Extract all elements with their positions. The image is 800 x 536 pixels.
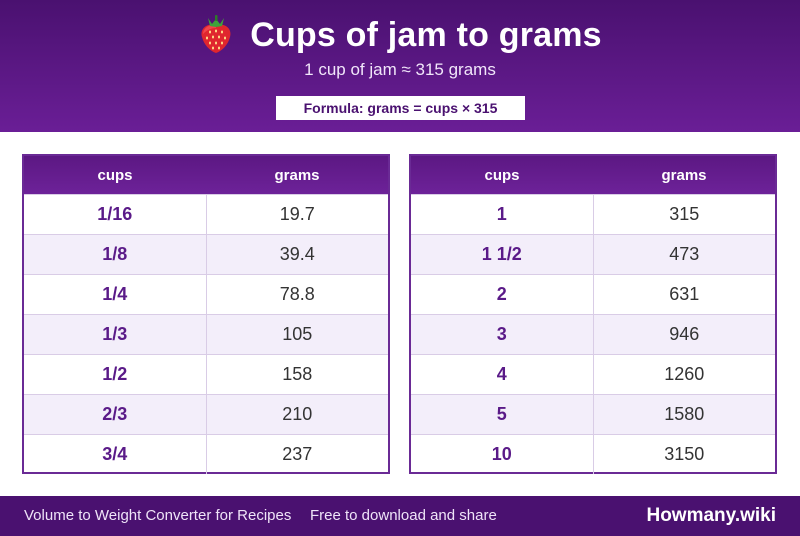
grams-cell: 237: [282, 444, 313, 464]
header-grams: grams: [274, 166, 320, 184]
strawberry-icon: [201, 15, 231, 53]
cups-cell: 1/3: [24, 315, 207, 354]
grams-cell: 315: [669, 204, 700, 224]
table-header: cups grams: [411, 156, 775, 194]
cups-cell: 1/4: [24, 275, 207, 314]
grams-cell: 631: [669, 284, 700, 304]
table-row: 10 3150: [411, 434, 775, 474]
cups-cell: 1/2: [24, 355, 207, 394]
page-subtitle: 1 cup of jam ≈ 315 grams: [304, 60, 496, 79]
grams-cell: 473: [669, 244, 700, 264]
grams-cell: 105: [282, 324, 313, 344]
cups-cell: 1: [411, 195, 594, 234]
cups-cell: 1/8: [24, 235, 207, 274]
conversion-table-left: cups grams 1/16 19.7 1/8 39.4 1/4 78.8 1…: [22, 154, 390, 474]
table-row: 1/3 105: [24, 314, 388, 354]
grams-cell: 19.7: [279, 204, 315, 224]
table-row: 2 631: [411, 274, 775, 314]
grams-cell: 1580: [664, 404, 705, 424]
conversion-table-right: cups grams 1 315 1 1/2 473 2 631 3 946 4…: [409, 154, 777, 474]
table-row: 1/4 78.8: [24, 274, 388, 314]
cups-cell: 2: [411, 275, 594, 314]
page-title: Cups of jam to grams: [250, 15, 602, 54]
table-row: 4 1260: [411, 354, 775, 394]
grams-cell: 158: [282, 364, 313, 384]
header-cups: cups: [484, 166, 520, 184]
footer-bar: Volume to Weight Converter for Recipes F…: [0, 496, 800, 536]
header-grams: grams: [661, 166, 707, 184]
table-row: 1/16 19.7: [24, 194, 388, 234]
cups-cell: 1/16: [24, 195, 207, 234]
cups-cell: 3/4: [24, 435, 207, 474]
grams-cell: 1260: [664, 364, 705, 384]
table-row: 3/4 237: [24, 434, 388, 474]
cups-cell: 1 1/2: [411, 235, 594, 274]
table-row: 2/3 210: [24, 394, 388, 434]
header-banner: Cups of jam to grams 1 cup of jam ≈ 315 …: [0, 0, 800, 132]
cups-cell: 5: [411, 395, 594, 434]
table-header: cups grams: [24, 156, 388, 194]
grams-cell: 39.4: [279, 244, 315, 264]
cups-cell: 3: [411, 315, 594, 354]
table-row: 1/8 39.4: [24, 234, 388, 274]
table-row: 1/2 158: [24, 354, 388, 394]
table-row: 5 1580: [411, 394, 775, 434]
table-row: 1 1/2 473: [411, 234, 775, 274]
cups-cell: 4: [411, 355, 594, 394]
brand-logo[interactable]: Howmany.wiki: [646, 505, 776, 526]
footer-note: Free to download and share: [310, 507, 497, 524]
grams-cell: 946: [669, 324, 700, 344]
table-row: 3 946: [411, 314, 775, 354]
cups-cell: 2/3: [24, 395, 207, 434]
table-row: 1 315: [411, 194, 775, 234]
header-cups: cups: [97, 166, 133, 184]
footer-tagline: Volume to Weight Converter for Recipes: [24, 507, 292, 524]
grams-cell: 210: [282, 404, 313, 424]
cups-cell: 10: [411, 435, 594, 474]
title-row: Cups of jam to grams: [0, 12, 800, 58]
formula-badge: Formula: grams = cups × 315: [276, 96, 525, 120]
grams-cell: 3150: [664, 444, 705, 464]
grams-cell: 78.8: [279, 284, 315, 304]
